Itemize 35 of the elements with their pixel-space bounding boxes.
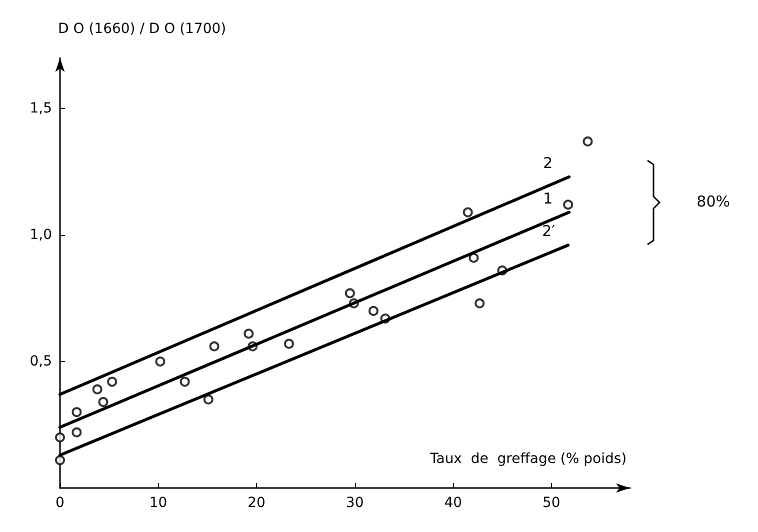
y-tick-label: 1,0 — [30, 227, 52, 244]
series-label: 2′ — [542, 222, 556, 240]
text: 80% — [696, 192, 730, 210]
point — [209, 341, 220, 352]
x-axis-title: Taux de greffage (% poids) — [429, 451, 627, 467]
point — [107, 376, 118, 387]
point — [284, 338, 294, 349]
point — [203, 394, 214, 404]
x-tick-label: 0 — [56, 495, 64, 511]
point — [92, 384, 102, 394]
point — [55, 455, 65, 466]
x-tick-label: 30 — [346, 495, 364, 511]
series-label: 1 — [543, 189, 553, 208]
point — [72, 407, 82, 418]
point — [468, 252, 479, 263]
point — [368, 306, 378, 316]
point — [244, 328, 254, 339]
x-tick-label: 10 — [149, 495, 168, 511]
y-axis-title: D O (1660) / D O (1700) — [58, 21, 226, 37]
point — [180, 376, 190, 387]
y-tick-label: 1,5 — [30, 100, 52, 117]
point — [474, 298, 485, 308]
point — [98, 397, 108, 407]
point — [563, 200, 574, 210]
point — [582, 136, 593, 146]
point — [155, 356, 166, 367]
point — [344, 288, 355, 298]
point — [462, 207, 473, 218]
x-tick-label: 40 — [444, 495, 462, 511]
point — [72, 427, 82, 438]
series-label: 2 — [543, 154, 553, 172]
y-tick-label: 0,5 — [30, 354, 52, 370]
x-tick-label: 50 — [542, 495, 560, 511]
point — [55, 432, 65, 442]
x-tick-label: 20 — [248, 495, 266, 511]
